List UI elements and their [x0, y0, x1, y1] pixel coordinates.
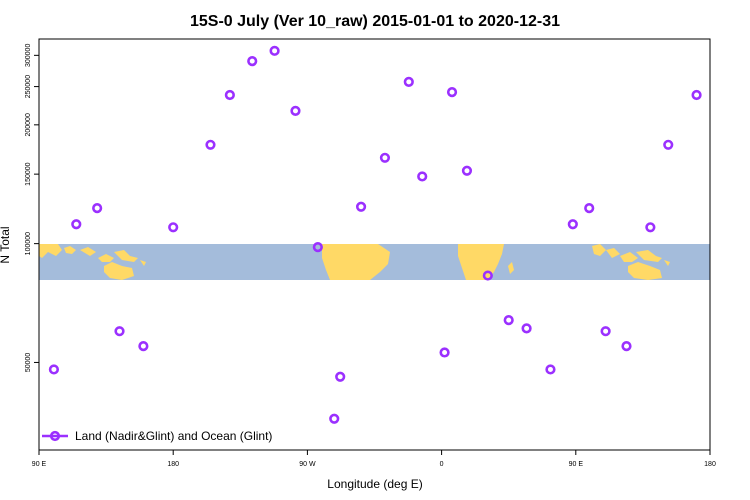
y-tick-label: 300000 — [25, 44, 32, 67]
x-axis: 90 E 180 90 W 0 90 E 180 — [32, 450, 716, 468]
x-tick-label: 180 — [167, 461, 179, 468]
x-tick-label: 90 E — [569, 461, 584, 468]
x-tick-label: 90 E — [32, 461, 47, 468]
map-land-south-america — [322, 244, 390, 280]
data-point — [521, 323, 532, 334]
data-point — [621, 341, 632, 352]
x-tick-label: 0 — [440, 461, 444, 468]
data-point — [482, 270, 493, 281]
data-points — [48, 45, 702, 424]
chart-title: 15S-0 July (Ver 10_raw) 2015-01-01 to 20… — [190, 13, 560, 30]
data-point — [290, 105, 301, 116]
y-tick-label: 100000 — [25, 232, 32, 255]
data-point — [269, 45, 280, 56]
y-axis: 50000 100000 150000 200000 250000 300000 — [25, 44, 39, 373]
plot-frame — [38, 38, 711, 451]
data-point — [403, 76, 414, 87]
data-point — [312, 242, 323, 253]
data-point — [224, 89, 235, 101]
data-point — [545, 364, 556, 375]
data-point — [168, 222, 179, 233]
legend: Land (Nadir&Glint) and Ocean (Glint) — [42, 429, 272, 443]
x-axis-title: Longitude (deg E) — [327, 477, 422, 491]
data-point — [205, 139, 216, 150]
data-point — [329, 413, 340, 424]
data-point — [663, 139, 674, 150]
data-point — [503, 315, 514, 326]
data-point — [417, 171, 428, 182]
data-point — [71, 219, 82, 230]
data-point — [48, 364, 60, 375]
data-point — [567, 219, 578, 230]
y-axis-title: N Total — [0, 226, 12, 263]
world-map-background — [39, 244, 710, 280]
data-point — [92, 203, 103, 214]
y-tick-label: 200000 — [25, 113, 32, 136]
y-tick-label: 250000 — [25, 75, 32, 98]
data-point — [335, 371, 346, 382]
map-land-africa — [458, 244, 514, 280]
data-point — [446, 87, 458, 98]
data-point — [247, 56, 258, 67]
map-land-asia-australia-right — [592, 244, 670, 280]
x-tick-label: 180 — [704, 461, 716, 468]
y-tick-label: 150000 — [25, 162, 32, 185]
data-point — [379, 152, 391, 163]
legend-marker — [49, 430, 61, 442]
x-tick-label: 90 W — [299, 461, 316, 468]
data-point — [138, 341, 149, 352]
data-point — [600, 326, 611, 337]
data-point — [461, 165, 473, 176]
data-point — [439, 347, 450, 358]
data-point — [584, 203, 595, 214]
legend-label: Land (Nadir&Glint) and Ocean (Glint) — [75, 429, 272, 443]
data-point — [355, 201, 367, 212]
data-point — [114, 326, 125, 337]
data-point — [645, 222, 656, 233]
map-land-asia-australia-left — [39, 244, 146, 280]
data-point — [691, 89, 702, 101]
y-tick-label: 50000 — [25, 353, 32, 373]
